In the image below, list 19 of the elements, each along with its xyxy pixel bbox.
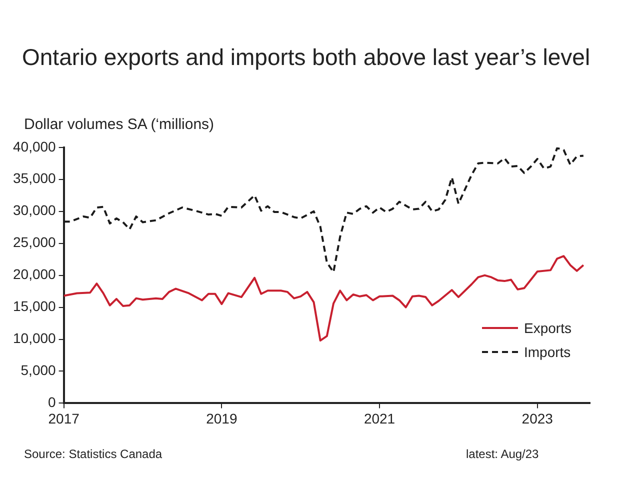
y-tick-label: 25,000 [12, 234, 56, 250]
y-tick-label: 5,000 [20, 362, 56, 378]
y-tick-label: 40,000 [12, 138, 56, 154]
y-tick-label: 15,000 [12, 298, 56, 314]
y-tick-label: 10,000 [12, 330, 56, 346]
chart-title: Ontario exports and imports both above last year’s level [22, 44, 590, 71]
y-tick-label: 30,000 [12, 202, 56, 218]
x-tick-label: 2019 [206, 410, 238, 426]
legend-label: Imports [524, 344, 571, 360]
legend-label: Exports [524, 320, 572, 336]
x-tick-label: 2023 [522, 410, 554, 426]
source-note: Source: Statistics Canada [24, 447, 162, 461]
y-axis-title: Dollar volumes SA (‘millions) [24, 116, 214, 133]
x-tick-label: 2021 [364, 410, 396, 426]
y-tick-label: 35,000 [12, 170, 56, 186]
text: latest: Aug/23 [466, 447, 539, 461]
y-tick-label: 0 [48, 394, 56, 410]
x-tick-label: 2017 [48, 410, 80, 426]
y-tick-label: 20,000 [12, 266, 56, 282]
